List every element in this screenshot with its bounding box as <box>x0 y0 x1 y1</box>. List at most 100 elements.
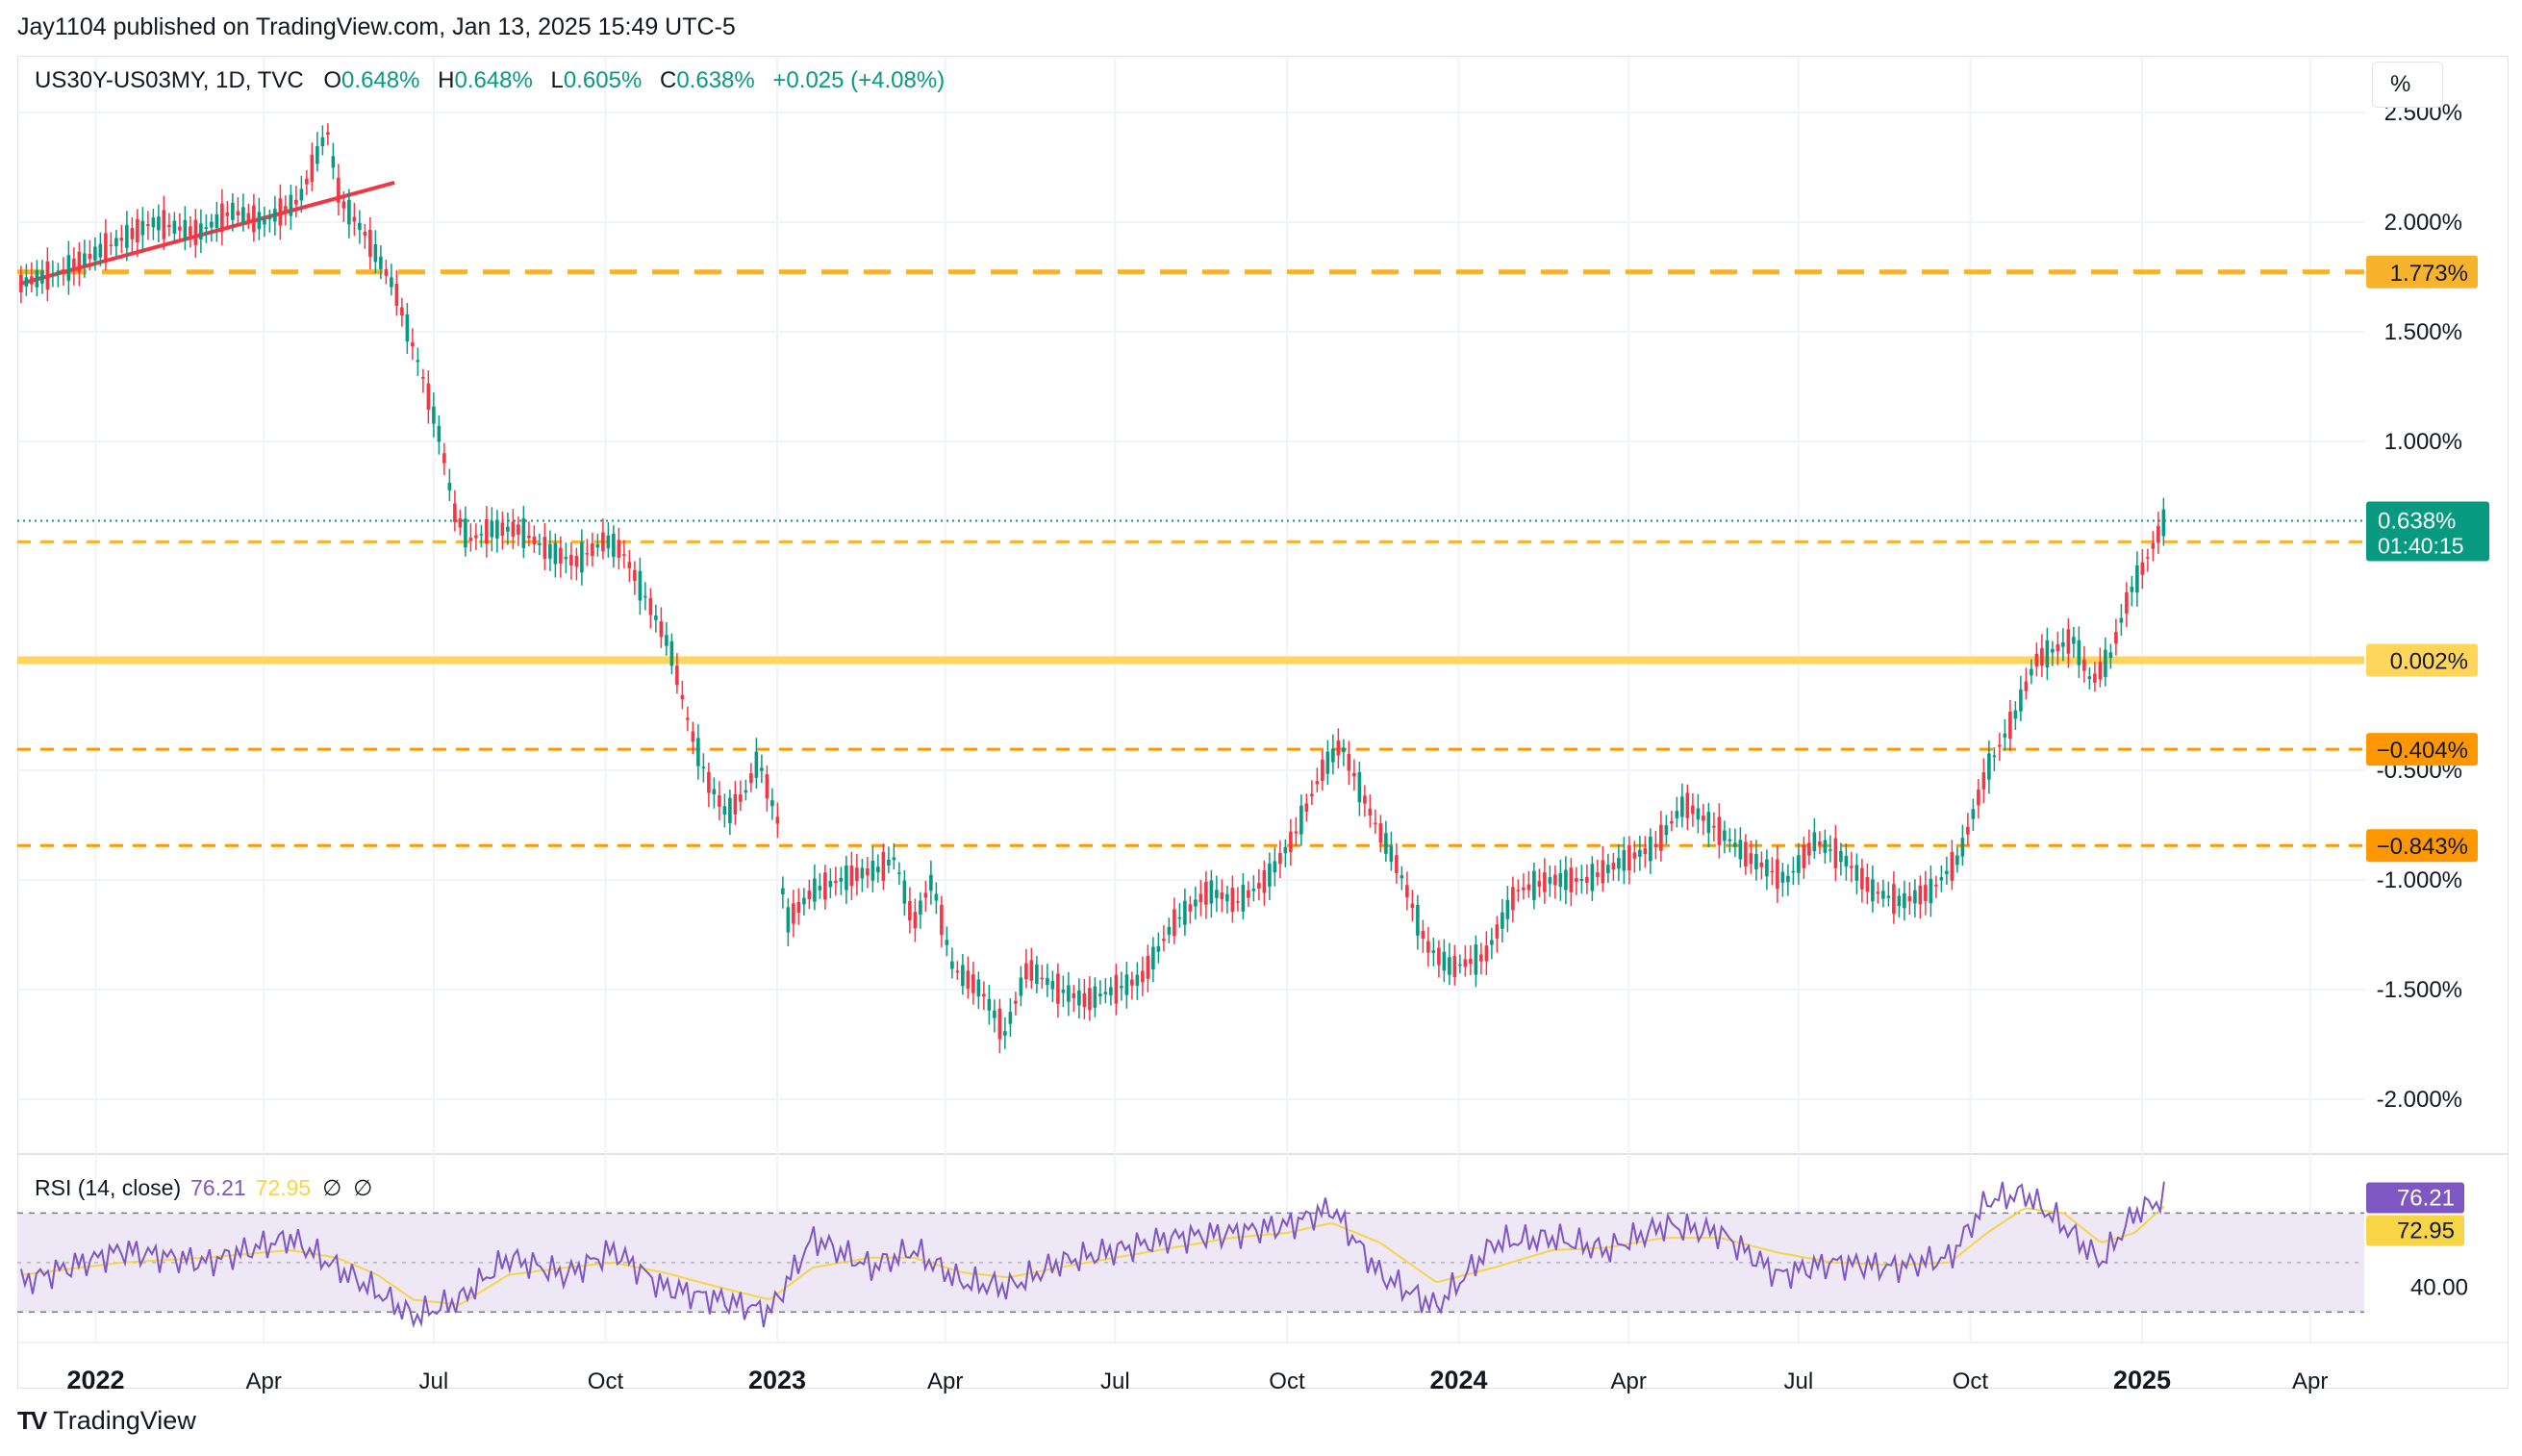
candle-body <box>421 377 425 379</box>
candle-body <box>739 794 743 802</box>
candle-body <box>1797 855 1801 873</box>
candle-body <box>1575 878 1578 882</box>
candle-body <box>1352 772 1356 777</box>
candle-body <box>1892 884 1896 915</box>
candle-body <box>2040 648 2044 666</box>
rsi-tick-label: 40.00 <box>2410 1275 2468 1301</box>
candle-body <box>390 277 393 288</box>
candle-body <box>1945 870 1949 875</box>
candle-body <box>1019 977 1023 996</box>
candle-body <box>1776 859 1779 890</box>
candle-body <box>1664 825 1669 836</box>
candle-body <box>1130 979 1134 986</box>
candle-body <box>1035 964 1039 985</box>
candle-body <box>1579 878 1584 882</box>
candle-body <box>315 145 319 164</box>
x-tick-label: Apr <box>246 1368 282 1394</box>
candle-body <box>1903 892 1906 909</box>
candle-body <box>548 543 552 559</box>
candle-body <box>1723 830 1727 841</box>
candle-body <box>1765 859 1769 877</box>
candle-body <box>1368 808 1373 816</box>
candle-body <box>384 269 389 276</box>
candle-body <box>1939 877 1944 881</box>
candle-body <box>1992 755 1997 758</box>
high-label: H <box>438 67 455 93</box>
candle-body <box>1897 895 1902 907</box>
candle-body <box>823 872 827 900</box>
low-value: 0.605% <box>563 67 643 93</box>
candle-body <box>1622 850 1627 871</box>
candle-body <box>1024 963 1028 980</box>
candle-body <box>35 269 39 288</box>
candle-body <box>923 892 928 898</box>
rsi-value-bg <box>2366 1182 2464 1214</box>
percent-scale-button[interactable]: % <box>2372 62 2443 108</box>
y-tick-label: -2.000% <box>2377 1087 2462 1113</box>
candle-body <box>1198 893 1203 903</box>
candle-body <box>1532 870 1536 900</box>
candle-body <box>2140 562 2145 575</box>
y-tick-label: 1.500% <box>2384 319 2462 345</box>
candle-body <box>765 773 769 799</box>
candle-body <box>2093 673 2097 683</box>
publisher-caption: Jay1104 published on TradingView.com, Ja… <box>17 13 736 40</box>
candle-body <box>813 878 817 902</box>
candle-body <box>479 534 484 536</box>
candle-body <box>781 888 785 894</box>
candle-body <box>2055 643 2060 651</box>
candle-body <box>2156 525 2160 543</box>
candle-body <box>1056 973 1060 1004</box>
candle-body <box>1046 977 1049 986</box>
rsi-label[interactable]: RSI (14, close) <box>35 1175 182 1200</box>
candle-body <box>1871 879 1875 902</box>
candle-body <box>580 541 584 573</box>
candle-body <box>897 872 901 875</box>
y-tick-label: -1.500% <box>2377 977 2462 1003</box>
candle-body <box>273 209 277 222</box>
candle-body <box>62 269 65 272</box>
symbol-name[interactable]: US30Y-US03MY, 1D, TVC <box>35 67 304 93</box>
y-tick-label: -1.000% <box>2377 867 2462 893</box>
y-tick-label: 2.000% <box>2384 210 2462 236</box>
tradingview-brand: TradingView <box>53 1406 196 1435</box>
x-tick-label: Oct <box>1953 1368 1989 1394</box>
footer-brand[interactable]: TV TradingView <box>17 1406 196 1436</box>
candle-body <box>104 233 108 263</box>
candle-body <box>881 851 886 882</box>
candle-body <box>426 383 431 410</box>
candle-body <box>866 868 870 876</box>
candle-body <box>157 216 161 231</box>
candle-body <box>490 520 494 538</box>
candle-body <box>1315 781 1320 785</box>
candle-body <box>2008 711 2012 740</box>
candle-body <box>172 220 177 234</box>
candle-body <box>1913 890 1917 904</box>
candle-body <box>1357 771 1362 803</box>
candle-body <box>19 274 23 293</box>
candle-body <box>236 211 240 216</box>
candle-body <box>733 793 738 815</box>
x-tick-label: Oct <box>588 1368 624 1394</box>
candle-body <box>1103 992 1108 994</box>
candle-body <box>2151 543 2156 549</box>
rsi-value-label: 76.21 <box>2397 1185 2455 1211</box>
x-tick-label: Apr <box>927 1368 963 1394</box>
candle-body <box>553 542 558 565</box>
candle-body <box>1325 751 1330 774</box>
candle-body <box>902 880 907 904</box>
candle-body <box>1860 867 1864 890</box>
candle-body <box>1738 840 1743 860</box>
candle-body <box>1505 899 1510 919</box>
candle-body <box>622 554 626 556</box>
candle-body <box>1156 945 1161 952</box>
candle-body <box>458 517 463 528</box>
candle-body <box>961 965 965 987</box>
candle-body <box>1230 888 1235 913</box>
candle-body <box>1479 954 1483 962</box>
candle-body <box>887 859 891 866</box>
x-tick-label: Apr <box>2292 1368 2328 1394</box>
candle-body <box>1241 885 1246 912</box>
candle-body <box>2087 676 2092 679</box>
